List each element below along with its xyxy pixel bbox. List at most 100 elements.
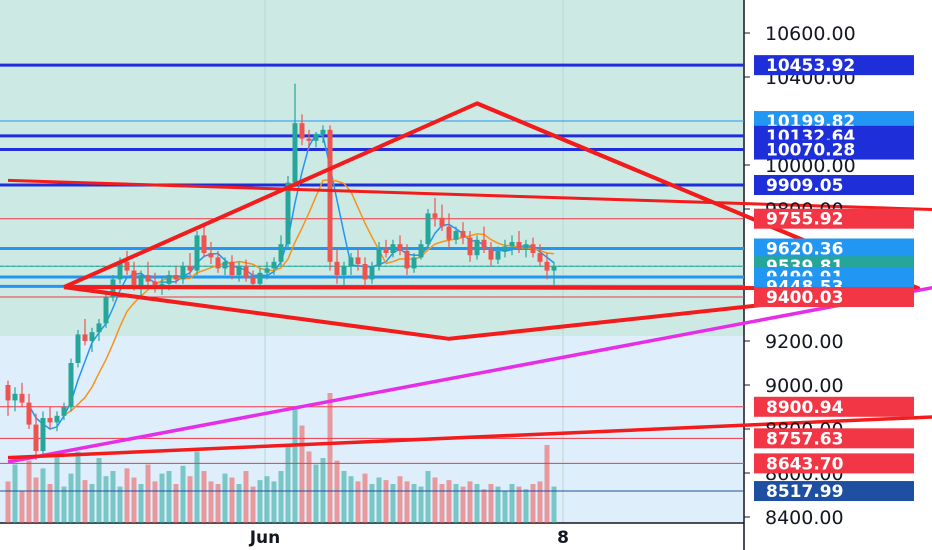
- candle: [236, 261, 242, 282]
- candle-body: [180, 266, 186, 280]
- volume-bar: [61, 486, 67, 523]
- volume-bar: [194, 451, 200, 523]
- candle-body: [439, 217, 445, 227]
- candle: [348, 253, 354, 275]
- candle: [481, 226, 487, 253]
- candle-body: [327, 129, 333, 262]
- volume-bar: [306, 451, 312, 523]
- volume-bar: [5, 481, 11, 523]
- volume-bar: [68, 473, 74, 523]
- price-tag: 10453.92: [754, 55, 914, 76]
- volume-bar: [502, 490, 508, 523]
- candle: [40, 411, 46, 456]
- candle-body: [383, 248, 389, 253]
- volume-bar: [334, 460, 340, 523]
- moving-average-slow: [63, 178, 555, 416]
- candle-body: [215, 257, 221, 269]
- candle: [173, 266, 179, 284]
- candle: [362, 257, 368, 286]
- volume-bar: [481, 489, 487, 523]
- volume-bar: [292, 406, 298, 523]
- candle-body: [474, 239, 480, 256]
- volume-bar: [516, 486, 522, 523]
- candle-body: [26, 402, 32, 425]
- candle: [418, 239, 424, 260]
- price-tag-label: 10070.28: [766, 141, 855, 161]
- candle: [551, 261, 557, 289]
- candle: [369, 261, 375, 284]
- volume-bar: [474, 484, 480, 523]
- candle: [257, 268, 263, 289]
- volume-bar: [110, 471, 116, 523]
- volume-bar: [33, 477, 39, 523]
- price-tag-label: 8517.99: [766, 482, 843, 502]
- volume-bar: [159, 473, 165, 523]
- candle: [201, 226, 207, 258]
- time-tick-label: 8: [557, 528, 569, 548]
- candle-body: [397, 244, 403, 251]
- candle-body: [12, 393, 18, 401]
- candle-body: [278, 244, 284, 262]
- volume-bar: [509, 484, 515, 523]
- volume-bar: [12, 464, 18, 523]
- volume-bar: [467, 481, 473, 523]
- volume-bar: [103, 476, 109, 523]
- candle-body: [54, 415, 60, 423]
- candle: [432, 198, 438, 227]
- candle-body: [467, 237, 473, 256]
- candle-body: [453, 231, 459, 240]
- price-tag-label: 9755.92: [766, 210, 843, 230]
- volume-bar: [47, 484, 53, 523]
- candle-body: [173, 275, 179, 280]
- candle: [243, 259, 249, 282]
- candle-body: [257, 272, 263, 284]
- candle-body: [5, 385, 11, 401]
- volume-bar: [201, 471, 207, 523]
- volume-bar: [537, 481, 543, 523]
- candle: [215, 250, 221, 273]
- candle-body: [264, 268, 270, 273]
- candle: [313, 132, 319, 148]
- candle: [47, 407, 53, 429]
- candle: [341, 261, 347, 289]
- price-tag-box: [754, 238, 914, 259]
- time-axis: Jun 8: [249, 528, 569, 548]
- candle: [523, 239, 529, 258]
- price-tag: 8900.94: [754, 396, 914, 418]
- price-tag-box: [754, 481, 914, 502]
- candle-body: [502, 246, 508, 251]
- volume-bar: [411, 484, 417, 523]
- time-axis-background: [0, 523, 744, 550]
- volume-bar: [439, 484, 445, 523]
- candle-body: [516, 242, 522, 249]
- volume-bar: [215, 484, 221, 523]
- volume-bar: [180, 465, 186, 523]
- candle: [68, 358, 74, 412]
- price-tag-label: 8757.63: [766, 429, 843, 449]
- volume-bar: [460, 486, 466, 523]
- candle-body: [61, 407, 67, 416]
- candle-body: [124, 261, 130, 271]
- volume-bar: [453, 484, 459, 523]
- candle: [229, 255, 235, 280]
- volume-bar: [523, 489, 529, 523]
- candle-body: [47, 418, 53, 423]
- volume-bar: [75, 451, 81, 523]
- candle-body: [208, 253, 214, 258]
- candle-body: [166, 275, 172, 284]
- volume-bar: [187, 476, 193, 523]
- candle-body: [222, 261, 228, 269]
- volume-bar: [530, 484, 536, 523]
- volume-bar: [229, 477, 235, 523]
- candle: [89, 327, 95, 352]
- price-tag: 9909.05: [754, 175, 914, 196]
- diamond-pattern: [63, 101, 920, 341]
- volume-bar: [376, 477, 382, 523]
- candle-body: [418, 244, 424, 258]
- candle: [334, 248, 340, 284]
- candle-body: [243, 266, 249, 278]
- time-tick-label: Jun: [249, 528, 281, 548]
- candle: [530, 237, 536, 258]
- price-tick-label: 10600.00: [765, 23, 856, 45]
